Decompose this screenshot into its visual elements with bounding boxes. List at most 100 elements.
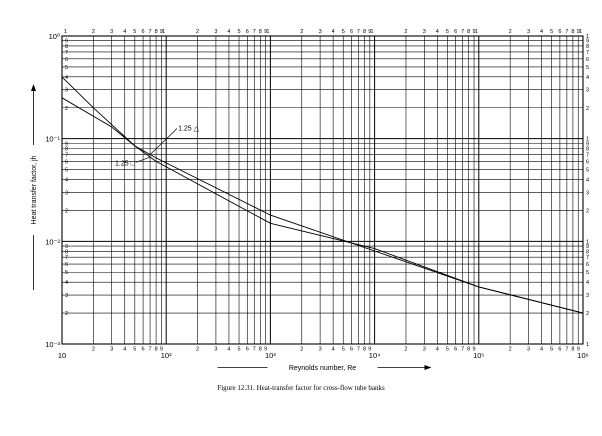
x-minor-tick-label-top: 3 (423, 29, 426, 35)
x-minor-tick-label-bottom: 5 (446, 347, 449, 353)
x-minor-tick-label-top: 7 (253, 29, 256, 35)
x-minor-tick-label-top: 6 (350, 29, 353, 35)
y-minor-tick-label-right: 4 (586, 75, 589, 81)
x-minor-tick-label-top: 9 (473, 29, 476, 35)
y-minor-tick-label-right: 5 (586, 270, 589, 276)
y-minor-tick-label-right: 4 (586, 280, 589, 286)
x-minor-tick-label-top: 4 (227, 29, 230, 35)
y-major-tick-label: 10⁰ (49, 32, 60, 41)
x-minor-tick-label-bottom: 3 (527, 347, 530, 353)
y-minor-tick-label-right: 5 (586, 65, 589, 71)
x-minor-tick-label-bottom: 6 (558, 347, 561, 353)
y-axis-arrowhead (31, 84, 36, 91)
y-minor-tick-label-right: 5 (586, 168, 589, 174)
x-minor-tick-label-bottom: 4 (123, 347, 126, 353)
x-minor-tick-label-bottom: 5 (133, 347, 136, 353)
x-minor-tick-label-top: 9 (264, 29, 267, 35)
x-minor-tick-label-top: 5 (550, 29, 553, 35)
y-minor-tick-label-left: 5 (65, 168, 68, 174)
x-minor-tick-label-top: 6 (142, 29, 145, 35)
x-minor-tick-label-bottom: 9 (577, 347, 580, 353)
x-minor-tick-label-bottom: 3 (423, 347, 426, 353)
x-minor-tick-label-top: 1 (475, 29, 478, 35)
y-minor-tick-label-right: 9 (586, 141, 589, 147)
x-minor-tick-label-top: 4 (540, 29, 543, 35)
x-minor-tick-label-top: 7 (461, 29, 464, 35)
series-line-square (61, 97, 584, 314)
y-minor-tick-label-left: 4 (65, 178, 68, 184)
y-minor-tick-label-left: 5 (65, 65, 68, 71)
x-minor-tick-label-bottom: 3 (110, 347, 113, 353)
y-minor-tick-label-left: 7 (65, 153, 68, 159)
x-minor-tick-label-top: 8 (155, 29, 158, 35)
x-minor-tick-label-bottom: 3 (319, 347, 322, 353)
x-minor-tick-label-bottom: 7 (149, 347, 152, 353)
y-minor-tick-label-left: 3 (65, 88, 68, 94)
y-axis-label: Heat transfer factor, jh (31, 155, 38, 224)
x-minor-tick-label-bottom: 5 (238, 347, 241, 353)
x-minor-tick-label-bottom: 6 (454, 347, 457, 353)
x-minor-tick-label-bottom: 2 (509, 347, 512, 353)
x-minor-tick-label-bottom: 3 (214, 347, 217, 353)
x-minor-tick-label-top: 1 (579, 29, 582, 35)
y-minor-tick-label-right: 6 (586, 262, 589, 268)
plot-frame (61, 35, 584, 345)
x-minor-tick-label-bottom: 9 (160, 347, 163, 353)
y-minor-tick-label-right: 1 (586, 137, 589, 143)
x-minor-tick-label-bottom: 2 (404, 347, 407, 353)
x-minor-tick-label-bottom: 2 (300, 347, 303, 353)
x-minor-tick-label-bottom: 4 (540, 347, 543, 353)
x-major-tick-label: 10³ (265, 351, 276, 360)
y-minor-tick-label-left: 9 (65, 244, 68, 250)
y-minor-tick-label-left: 2 (65, 311, 68, 317)
x-minor-tick-label-bottom: 9 (368, 347, 371, 353)
x-minor-tick-label-top: 3 (214, 29, 217, 35)
x-major-tick-label: 10⁶ (577, 351, 588, 360)
y-minor-tick-label-left: 6 (65, 159, 68, 165)
x-minor-tick-label-top: 4 (123, 29, 126, 35)
y-minor-tick-label-left: 6 (65, 57, 68, 63)
x-axis-arrowhead (424, 365, 432, 370)
x-minor-tick-label-bottom: 7 (357, 347, 360, 353)
x-major-tick-label: 10⁵ (473, 351, 484, 360)
x-major-tick-label: 10⁴ (369, 351, 381, 360)
x-minor-tick-label-bottom: 4 (436, 347, 439, 353)
y-minor-tick-label-left: 6 (65, 262, 68, 268)
x-major-tick-label: 10 (58, 351, 66, 360)
figure-caption: Figure 12.31. Heat-transfer factor for c… (217, 384, 385, 392)
x-minor-tick-label-bottom: 6 (246, 347, 249, 353)
x-minor-tick-label-top: 3 (527, 29, 530, 35)
x-minor-tick-label-top: 7 (357, 29, 360, 35)
x-minor-tick-label-top: 1 (64, 29, 67, 35)
x-minor-tick-label-top: 8 (467, 29, 470, 35)
y-minor-tick-label-right: 6 (586, 57, 589, 63)
y-minor-tick-label-right: 7 (586, 255, 589, 261)
y-minor-tick-label-left: 4 (65, 75, 68, 81)
x-minor-tick-label-top: 2 (404, 29, 407, 35)
x-minor-tick-label-top: 8 (571, 29, 574, 35)
y-minor-tick-label-right: 2 (586, 106, 589, 112)
x-major-tick-label: 10² (161, 351, 172, 360)
y-minor-tick-label-left: 8 (65, 249, 68, 255)
x-minor-tick-label-top: 5 (133, 29, 136, 35)
annotation-triangle: 1.25 △ (178, 126, 200, 133)
x-minor-tick-label-top: 7 (565, 29, 568, 35)
x-minor-tick-label-top: 6 (454, 29, 457, 35)
x-minor-tick-label-bottom: 5 (550, 347, 553, 353)
y-major-tick-label: 10⁻³ (45, 340, 60, 349)
y-minor-tick-label-right: 8 (586, 249, 589, 255)
y-minor-tick-label-right: 1 (586, 342, 589, 348)
y-minor-tick-label-left: 9 (65, 39, 68, 45)
series-line-triangle (61, 76, 584, 314)
y-minor-tick-label-left: 7 (65, 50, 68, 56)
annotation-square: 1.25 □ (115, 160, 136, 167)
y-minor-tick-label-right: 3 (586, 293, 589, 299)
x-minor-tick-label-top: 5 (342, 29, 345, 35)
x-minor-tick-label-top: 2 (92, 29, 95, 35)
x-minor-tick-label-bottom: 6 (350, 347, 353, 353)
y-minor-tick-label-right: 9 (586, 244, 589, 250)
x-minor-tick-label-bottom: 7 (461, 347, 464, 353)
x-minor-tick-label-top: 8 (259, 29, 262, 35)
